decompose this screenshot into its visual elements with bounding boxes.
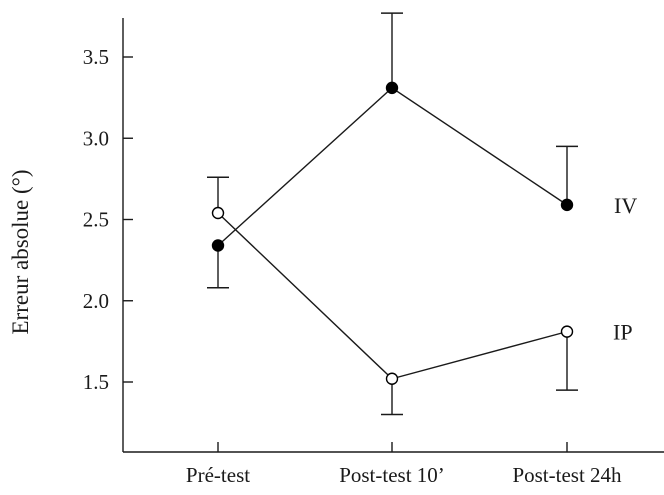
data-point-open [385, 372, 399, 385]
y-tick-label: 2.5 [83, 208, 109, 232]
series-label: IP [613, 320, 633, 345]
data-point-filled [385, 81, 399, 95]
y-tick-label: 2.0 [83, 289, 109, 313]
series-layer: IV IP [207, 12, 637, 416]
y-tick-label: 1.5 [83, 370, 109, 394]
data-point-filled [211, 239, 225, 252]
x-tick-label: Pré-test [186, 463, 250, 487]
data-point-open [211, 206, 225, 220]
y-axis-title: Erreur absolue (°) [8, 169, 33, 334]
y-tick-label: 3.5 [83, 45, 109, 69]
series-label: IV [614, 193, 637, 218]
x-tick-label: Post-test 10’ [339, 463, 445, 487]
y-tick-label: 3.0 [83, 126, 109, 150]
data-point-open [560, 325, 574, 338]
series-ip: IP [207, 176, 633, 416]
x-ticks: Pré-test Post-test 10’ Post-test 24h [186, 442, 622, 487]
data-point-filled [560, 198, 574, 212]
series-line [217, 212, 568, 380]
y-ticks: 1.5 2.0 2.5 3.0 3.5 [83, 45, 133, 394]
series-iv: IV [207, 12, 637, 289]
x-tick-label: Post-test 24h [512, 463, 622, 487]
series-line [217, 86, 568, 247]
